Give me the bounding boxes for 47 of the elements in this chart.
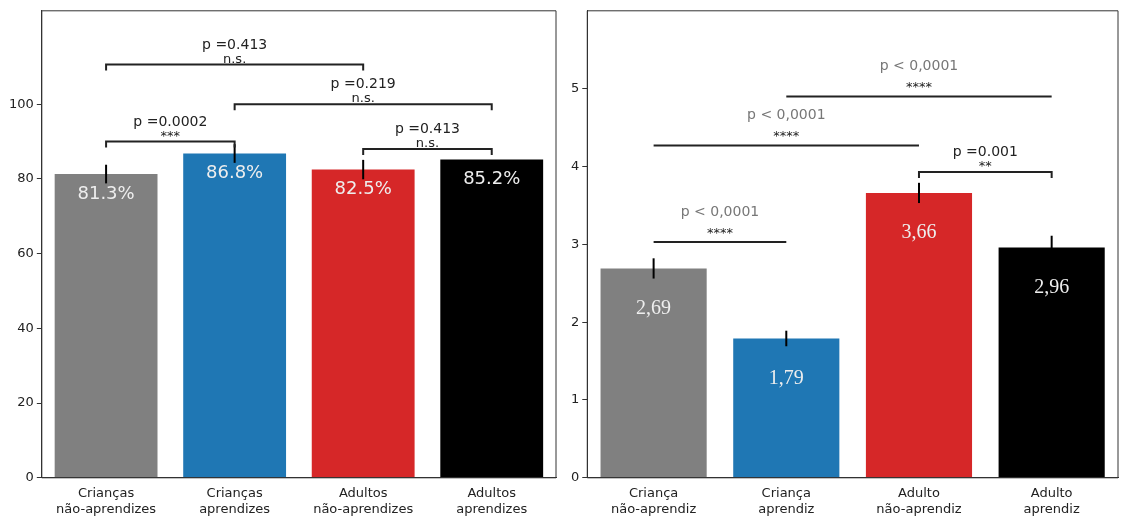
annotation: n.s.: [351, 90, 375, 106]
y-tick-label: 60: [17, 245, 34, 261]
x-tick-label: Adultos aprendizes: [456, 484, 528, 516]
bar: [733, 338, 840, 478]
data-label: 85.2%: [463, 167, 521, 189]
annotation: p =0.413: [202, 35, 268, 52]
data-label: 3,66: [901, 220, 937, 243]
bar: [865, 192, 973, 478]
annotation: n.s.: [222, 50, 247, 66]
data-label: 2,69: [636, 295, 672, 318]
x-tick-label: Adulto aprendiz: [1023, 484, 1080, 516]
data-label: 2,96: [1034, 274, 1070, 297]
data-label: 81.3%: [77, 181, 135, 203]
y-tick-label: 4: [570, 157, 580, 173]
y-tick-label: 20: [17, 394, 34, 410]
annotation: n.s.: [415, 135, 440, 151]
x-tick-label: Adultos não-aprendizes: [313, 484, 414, 516]
annotation: p < 0,0001: [747, 106, 826, 123]
data-label: 82.5%: [334, 177, 392, 199]
x-tick-label: Criança não-aprendiz: [610, 484, 697, 516]
x-tick-label: Criança aprendiz: [758, 484, 815, 516]
bar: [600, 268, 707, 478]
y-tick-label: 5: [570, 80, 580, 96]
y-tick-label: 3: [570, 235, 580, 251]
annotation: p =0.413: [394, 120, 461, 137]
x-tick-label: Crianças não-aprendizes: [56, 484, 157, 516]
y-tick-label: 80: [17, 170, 34, 186]
annotation: p < 0,0001: [879, 57, 959, 74]
x-tick-label: Adulto não-aprendiz: [876, 484, 962, 516]
annotation: ****: [905, 79, 933, 95]
annotation: ***: [160, 127, 181, 143]
annotation: p =0.001: [952, 142, 1018, 159]
y-tick-label: 0: [25, 469, 34, 485]
data-label: 1,79: [768, 365, 804, 388]
data-label: 86.8%: [206, 161, 264, 183]
annotation: ****: [706, 224, 734, 240]
x-tick-label: Crianças aprendizes: [199, 484, 271, 516]
y-tick-label: 2: [570, 313, 580, 329]
y-tick-label: 100: [8, 95, 34, 111]
annotation: p < 0,0001: [680, 202, 760, 219]
annotation: p =0.219: [330, 75, 396, 92]
annotation: ****: [773, 128, 800, 144]
y-tick-label: 0: [570, 469, 580, 485]
y-tick-label: 40: [17, 319, 34, 335]
annotation: **: [978, 157, 993, 173]
y-tick-label: 1: [570, 391, 580, 407]
annotation: p =0.0002: [133, 112, 208, 129]
